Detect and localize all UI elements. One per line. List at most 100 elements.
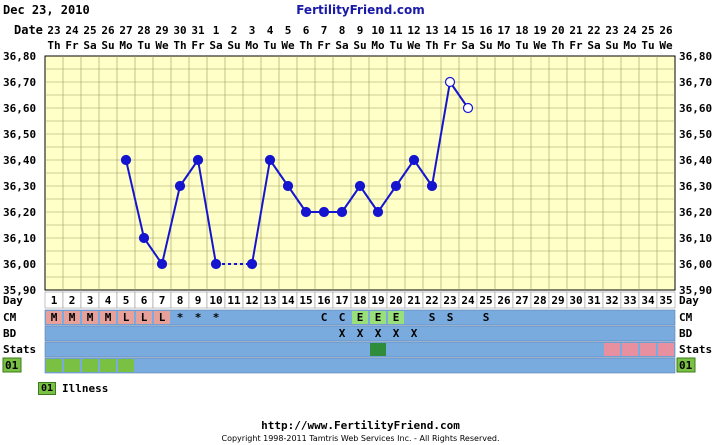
- day-number: 12: [245, 294, 258, 307]
- temp-tick-left: 36,40: [3, 154, 36, 167]
- day-number: 24: [461, 294, 475, 307]
- day-number: 14: [281, 294, 295, 307]
- temp-tick-left: 36,80: [3, 50, 36, 63]
- weekday-label: Th: [299, 39, 312, 52]
- day-number: 32: [605, 294, 618, 307]
- day-number: 34: [641, 294, 655, 307]
- date-number: 14: [443, 24, 457, 37]
- data-point: [192, 154, 204, 166]
- date-number: 8: [339, 24, 346, 37]
- data-point: [372, 206, 384, 218]
- footer-copyright: Copyright 1998-2011 Tamtris Web Services…: [221, 434, 500, 443]
- stats-cell-pink: [604, 343, 620, 356]
- date-number: 24: [65, 24, 79, 37]
- date-number: 30: [173, 24, 186, 37]
- weekday-label: Tu: [515, 39, 528, 52]
- day-number: 20: [389, 294, 402, 307]
- cm-cell: [118, 311, 134, 324]
- illness-cell: [82, 359, 98, 372]
- date-number: 6: [303, 24, 310, 37]
- series-segment: [287, 185, 307, 213]
- cm-cell: [154, 311, 170, 324]
- weekday-label: Mo: [119, 39, 133, 52]
- weekday-label: Tu: [263, 39, 276, 52]
- cm-cell: [370, 311, 386, 324]
- day-number: 28: [533, 294, 546, 307]
- footer-url[interactable]: http://www.FertilityFriend.com: [261, 419, 460, 432]
- weekday-label: Sa: [587, 39, 600, 52]
- day-number: 22: [425, 294, 438, 307]
- cm-mark: C: [339, 311, 346, 324]
- temp-tick-right: 35,90: [679, 284, 712, 297]
- date-number: 25: [83, 24, 96, 37]
- temp-tick-right: 36,50: [679, 128, 712, 141]
- day-number: 1: [51, 294, 58, 307]
- data-point: [336, 206, 348, 218]
- weekday-label: Fr: [443, 39, 457, 52]
- bbt-chart: Date 23Th24Fr25Sa26Su27Mo28Tu29We30Th31Fr…: [2, 23, 712, 374]
- temp-tick-left: 36,70: [3, 76, 36, 89]
- weekday-label: We: [533, 39, 547, 52]
- day-number: 11: [227, 294, 241, 307]
- date-number: 27: [119, 24, 132, 37]
- data-point: [156, 258, 168, 270]
- day-number: 27: [515, 294, 528, 307]
- date-number: 31: [191, 24, 205, 37]
- row-label-right-stats: Stats: [679, 343, 712, 356]
- date-number: 1: [213, 24, 220, 37]
- temp-tick-left: 36,00: [3, 258, 36, 271]
- date-number: 21: [569, 24, 583, 37]
- day-number: 8: [177, 294, 184, 307]
- site-title[interactable]: FertilityFriend.com: [296, 3, 425, 17]
- date-number: 12: [407, 24, 420, 37]
- day-number: 3: [87, 294, 94, 307]
- series-segment: [269, 159, 289, 187]
- cm-cell: [136, 311, 152, 324]
- row-label-bd: BD: [3, 327, 17, 340]
- series-segment: [179, 159, 199, 187]
- temp-tick-right: 36,60: [679, 102, 712, 115]
- cm-mark: S: [429, 311, 436, 324]
- data-point: [264, 154, 276, 166]
- series-segment: [377, 185, 397, 213]
- row-band-code: [44, 357, 676, 374]
- temp-tick-left: 36,20: [3, 206, 36, 219]
- day-number: 15: [299, 294, 312, 307]
- series-segment: [161, 185, 181, 265]
- data-point: [318, 206, 330, 218]
- day-number: 2: [69, 294, 76, 307]
- cm-mark: E: [357, 311, 364, 324]
- series-segment: [125, 159, 145, 239]
- bd-mark: X: [411, 327, 418, 340]
- weekday-label: Mo: [623, 39, 637, 52]
- cm-mark: S: [483, 311, 490, 324]
- temp-tick-right: 36,70: [679, 76, 712, 89]
- weekday-label: Su: [227, 39, 240, 52]
- cm-mark: L: [123, 311, 130, 324]
- row-label-cm: CM: [3, 311, 17, 324]
- date-number: 23: [47, 24, 60, 37]
- weekday-label: Fr: [317, 39, 331, 52]
- weekday-label: Sa: [83, 39, 96, 52]
- weekday-label: Fr: [569, 39, 583, 52]
- temp-tick-right: 36,00: [679, 258, 712, 271]
- chart-date: Dec 23, 2010: [3, 3, 90, 17]
- day-number: 23: [443, 294, 456, 307]
- date-label: Date: [14, 23, 43, 37]
- day-number: 17: [335, 294, 348, 307]
- date-number: 10: [371, 24, 384, 37]
- bd-mark: X: [393, 327, 400, 340]
- day-number: 31: [587, 294, 601, 307]
- cm-mark: C: [321, 311, 328, 324]
- cm-mark: *: [213, 311, 220, 324]
- temp-tick-right: 36,80: [679, 50, 712, 63]
- weekday-label: Th: [425, 39, 438, 52]
- row-label-right-bd: BD: [679, 327, 693, 340]
- temp-tick-left: 36,60: [3, 102, 36, 115]
- temp-tick-left: 36,50: [3, 128, 36, 141]
- data-point: [354, 180, 366, 192]
- date-number: 2: [231, 24, 238, 37]
- day-label: Day: [3, 294, 23, 307]
- weekday-label: Th: [173, 39, 186, 52]
- date-number: 7: [321, 24, 328, 37]
